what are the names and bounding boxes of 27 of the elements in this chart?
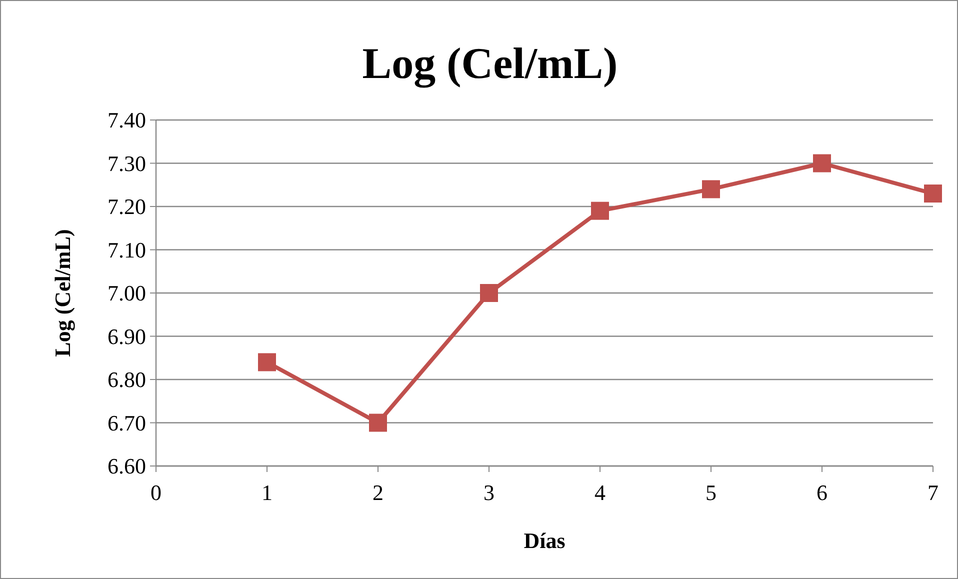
y-tick-label: 7.40 (108, 108, 146, 133)
point (702, 180, 720, 198)
y-tick-label: 7.20 (108, 194, 146, 220)
x-tick-label: 1 (262, 480, 272, 505)
y-tick-label: 6.60 (108, 454, 146, 479)
x-tick-label: 3 (484, 480, 494, 505)
point (924, 184, 942, 203)
y-tick-label: 6.90 (108, 324, 146, 349)
y-tick-label: 7.10 (108, 237, 146, 262)
y-tick-label: 7.00 (108, 280, 146, 306)
x-tick-label: 0 (150, 480, 162, 505)
x-tick-label: 2 (372, 480, 384, 505)
point (258, 353, 276, 372)
point (813, 154, 831, 172)
y-tick-label: 6.80 (108, 367, 146, 392)
x-tick-label: 6 (816, 480, 828, 505)
point (591, 202, 609, 220)
chart-title: Log (Cel/mL) (362, 39, 618, 88)
point (480, 284, 498, 302)
point (369, 414, 387, 432)
x-tick-label: 5 (706, 480, 716, 505)
y-tick-label: 6.70 (108, 410, 146, 436)
y-tick-label: 7.30 (108, 150, 146, 176)
x-axis-title: Días (524, 528, 566, 553)
x-tick-label: 7 (928, 480, 938, 505)
x-tick-label: 4 (594, 480, 606, 505)
y-axis-title: Log (Cel/mL) (50, 229, 75, 357)
